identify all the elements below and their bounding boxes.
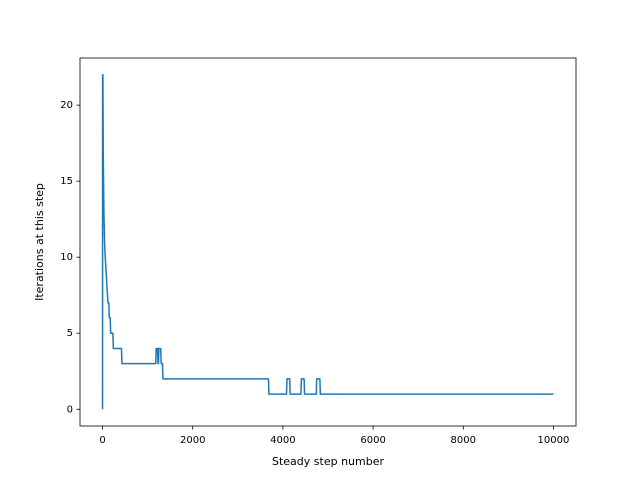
y-tick-label: 0 [67,404,73,415]
x-tick-label: 4000 [270,435,295,446]
x-tick-label: 10000 [538,435,570,446]
x-axis-label: Steady step number [272,455,384,468]
x-tick-label: 0 [99,435,105,446]
y-tick-label: 15 [60,176,73,187]
y-axis-label: Iterations at this step [33,183,46,301]
axes-frame [79,57,577,427]
x-tick-label: 8000 [451,435,476,446]
x-tick-label: 6000 [360,435,385,446]
x-tick-label: 2000 [180,435,205,446]
y-tick-label: 10 [60,252,73,263]
data-line [101,73,554,410]
y-tick-label: 20 [60,100,73,111]
y-tick-label: 5 [67,328,73,339]
